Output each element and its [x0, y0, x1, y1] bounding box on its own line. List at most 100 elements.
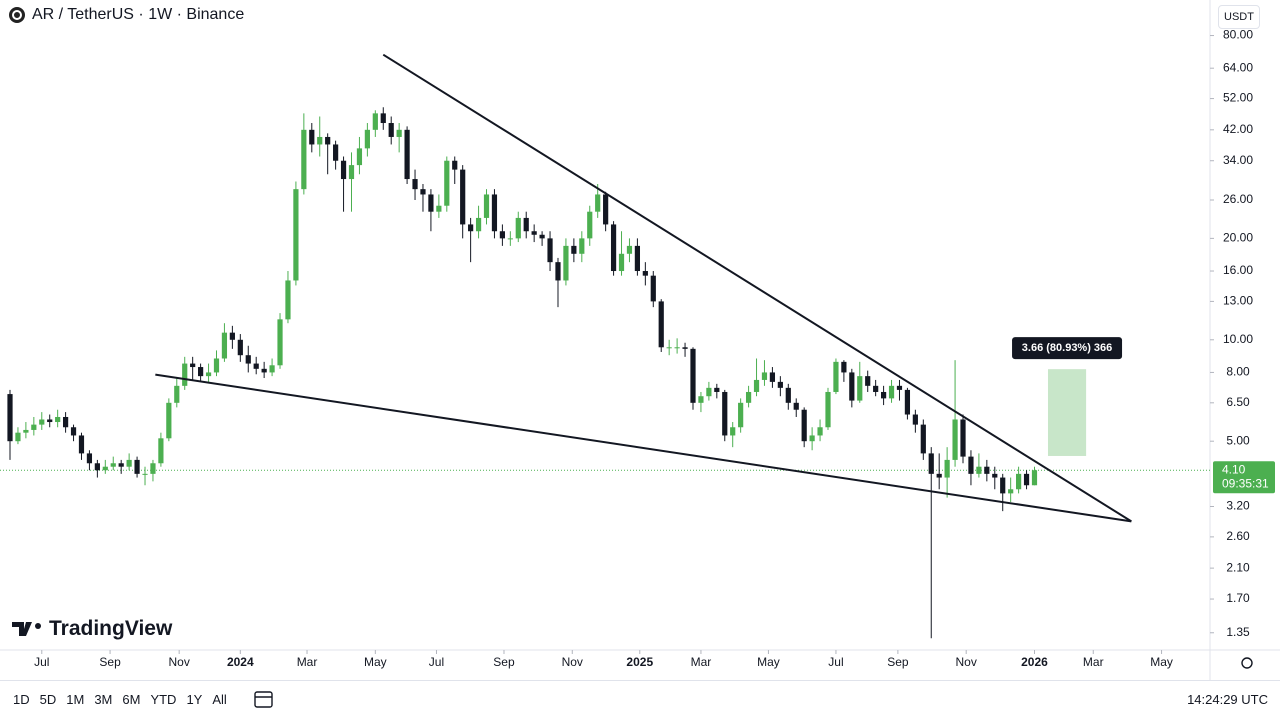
candle-body	[158, 438, 164, 464]
projection-label: 3.66 (80.93%) 366	[1022, 342, 1113, 354]
candle-body	[658, 301, 664, 348]
candle-body	[444, 160, 450, 206]
candle-body	[452, 160, 458, 170]
candle-body	[475, 217, 482, 232]
y-tick-label: 1.70	[1226, 591, 1250, 605]
candle-body	[372, 113, 378, 130]
range-button[interactable]: 3M	[94, 691, 113, 707]
x-tick-label: Nov	[562, 655, 583, 669]
y-tick-label: 2.60	[1226, 529, 1250, 543]
candle-body	[325, 136, 331, 145]
x-tick-label: May	[364, 655, 387, 669]
range-button[interactable]: 1D	[13, 691, 30, 707]
settings-icon	[1241, 657, 1253, 669]
candle-body	[642, 271, 648, 276]
candle-body	[992, 473, 998, 478]
candle-body	[134, 459, 140, 474]
candle-body	[126, 459, 132, 467]
candle-body	[587, 211, 593, 239]
candle-body	[348, 165, 355, 180]
candle-body	[976, 466, 982, 474]
candle-body	[62, 416, 69, 428]
candle-body	[579, 238, 585, 254]
candle-body	[912, 414, 918, 425]
candle-body	[78, 435, 85, 454]
last-price-badge	[1213, 461, 1275, 494]
y-tick-label: 10.00	[1223, 332, 1253, 346]
candle-body	[626, 245, 633, 254]
candle-body	[634, 245, 641, 272]
candle-body	[301, 129, 307, 190]
candle-body	[412, 179, 418, 190]
candle-body	[396, 129, 402, 137]
candle-body	[563, 245, 569, 281]
candle-body	[356, 148, 363, 166]
symbol-icon	[9, 7, 25, 23]
range-button[interactable]: 5D	[39, 691, 57, 707]
candle-body	[436, 205, 442, 212]
candle-body	[499, 231, 505, 239]
candle-body	[380, 113, 386, 124]
range-button[interactable]: 1Y	[186, 691, 203, 707]
candle-body	[261, 368, 267, 373]
x-tick-label: Nov	[168, 655, 189, 669]
candle-body	[1031, 470, 1038, 486]
candle-body	[1008, 489, 1014, 494]
candle-body	[285, 280, 291, 320]
candle-body	[714, 387, 720, 392]
brand-logo	[12, 622, 41, 636]
y-tick-label: 80.00	[1223, 28, 1253, 42]
candle-body	[420, 189, 426, 195]
candle-body	[166, 402, 172, 439]
candle-body	[428, 194, 434, 212]
candle-body	[86, 453, 93, 464]
candle-body	[738, 402, 744, 428]
candle-body	[253, 363, 259, 369]
x-tick-label: 2026	[1021, 655, 1048, 669]
candle-body	[94, 463, 100, 471]
projection-box	[1047, 369, 1087, 456]
candle-body	[404, 129, 410, 180]
candle-body	[309, 129, 315, 145]
candle-body	[293, 189, 299, 281]
candle-body	[364, 129, 370, 149]
y-tick-label: 64.00	[1223, 60, 1253, 74]
candle-body	[674, 347, 680, 349]
candle-body	[7, 394, 13, 442]
candle-body	[817, 427, 823, 436]
candle-body	[1016, 473, 1022, 490]
candle-body	[1000, 477, 1006, 494]
candle-body	[793, 402, 799, 410]
candle-body	[896, 385, 903, 390]
candle-body	[245, 355, 251, 364]
range-button[interactable]: All	[212, 691, 227, 707]
range-button[interactable]: 1M	[66, 691, 85, 707]
candle-body	[555, 262, 561, 281]
candle-body	[340, 160, 347, 180]
range-button[interactable]: YTD	[150, 691, 177, 707]
y-tick-label: 16.00	[1223, 263, 1253, 277]
currency-button[interactable]: USDT	[1218, 5, 1260, 29]
candle-body	[539, 234, 545, 239]
range-button[interactable]: 6M	[122, 691, 141, 707]
candle-body	[277, 319, 283, 366]
candle-body	[777, 381, 783, 388]
candle-body	[70, 427, 77, 436]
y-tick-label: 5.00	[1226, 433, 1250, 447]
candle-body	[491, 194, 498, 232]
x-tick-label: Mar	[297, 655, 318, 669]
candle-body	[952, 419, 958, 460]
candle-body	[682, 347, 688, 349]
candle-body	[761, 372, 768, 380]
candle-body	[142, 473, 148, 475]
candle-body	[388, 123, 394, 137]
candle-body	[523, 217, 529, 232]
x-tick-label: Sep	[887, 655, 909, 669]
calendar-icon[interactable]	[252, 688, 276, 710]
candle-body	[610, 224, 617, 272]
candle-body	[745, 391, 752, 403]
candle-body	[769, 372, 776, 382]
y-tick-label: 20.00	[1223, 231, 1253, 245]
candle-body	[865, 376, 871, 386]
